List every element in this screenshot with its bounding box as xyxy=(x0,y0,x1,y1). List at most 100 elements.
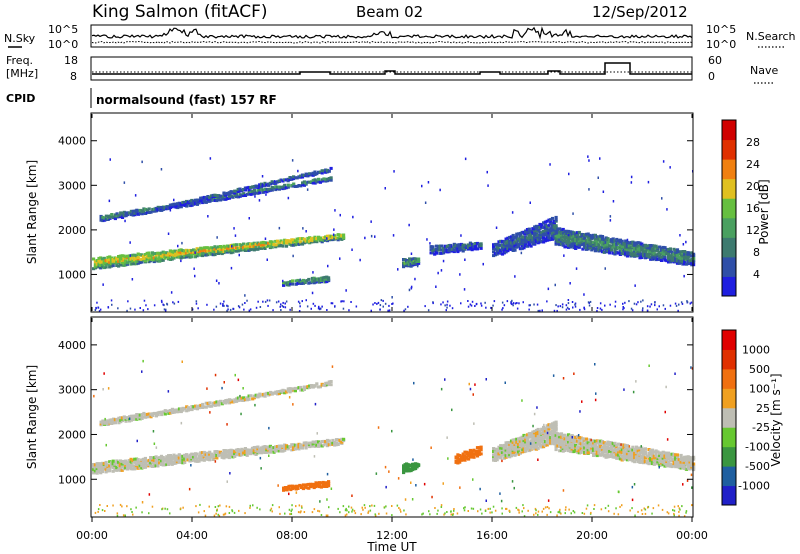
range-cell xyxy=(282,486,286,490)
range-cell xyxy=(606,445,610,449)
range-cell xyxy=(283,448,287,452)
speckle-cell xyxy=(339,213,341,217)
range-cell xyxy=(522,444,526,448)
clutter-cell xyxy=(675,304,678,307)
clutter-cell xyxy=(613,512,615,515)
speckle-cell xyxy=(568,233,570,237)
range-cell xyxy=(554,234,558,238)
range-cell xyxy=(315,440,319,444)
range-cell xyxy=(515,241,519,245)
range-cell xyxy=(247,394,251,398)
clutter-cell xyxy=(633,302,636,305)
range-cell xyxy=(681,262,685,266)
range-cell xyxy=(656,462,660,466)
speckle-cell xyxy=(451,408,453,412)
range-cell xyxy=(149,456,153,459)
range-cell xyxy=(227,401,232,405)
range-cell xyxy=(622,446,626,450)
range-cell xyxy=(640,256,644,259)
clutter-cell xyxy=(490,306,492,309)
range-cell xyxy=(554,436,558,440)
clutter-cell xyxy=(553,309,556,312)
range-cell xyxy=(101,219,105,223)
speckle-cell xyxy=(326,498,328,501)
range-cell xyxy=(153,411,157,415)
range-cell xyxy=(431,251,435,255)
range-cell xyxy=(211,246,215,250)
range-cell xyxy=(686,259,690,263)
range-cell xyxy=(323,481,327,485)
range-cell xyxy=(561,449,565,453)
clutter-cell xyxy=(631,507,633,510)
range-cell xyxy=(184,255,189,259)
range-cell xyxy=(588,242,592,246)
range-cell xyxy=(461,457,465,461)
clutter-cell xyxy=(237,305,240,308)
range-cell xyxy=(161,250,165,254)
range-cell xyxy=(590,242,594,246)
clutter-cell xyxy=(367,510,370,513)
range-cell xyxy=(579,243,583,247)
clutter-cell xyxy=(268,299,271,302)
clutter-cell xyxy=(249,504,251,507)
range-cell xyxy=(247,248,251,252)
range-cell xyxy=(113,256,117,260)
clutter-cell xyxy=(619,505,621,508)
range-cell xyxy=(117,255,121,258)
range-cell xyxy=(267,244,271,247)
range-cell xyxy=(318,441,322,445)
range-cell xyxy=(450,246,455,250)
velocity-panel-frame xyxy=(90,316,694,518)
range-cell xyxy=(609,448,614,451)
range-cell xyxy=(329,176,333,180)
range-cell xyxy=(127,256,131,260)
range-cell xyxy=(679,250,683,254)
range-cell xyxy=(577,445,581,449)
range-cell xyxy=(683,260,687,264)
speckle-cell xyxy=(188,487,191,491)
range-cell xyxy=(527,239,531,243)
range-cell xyxy=(650,249,655,253)
range-cell xyxy=(200,247,205,251)
range-cell xyxy=(563,229,567,233)
range-cell xyxy=(159,251,164,255)
clutter-cell xyxy=(271,510,273,513)
range-cell xyxy=(275,445,280,448)
range-cell xyxy=(606,245,610,249)
speckle-cell xyxy=(326,472,329,476)
range-cell xyxy=(190,255,194,259)
range-cell xyxy=(95,264,99,268)
range-cell xyxy=(615,456,619,460)
range-cell xyxy=(311,440,315,444)
range-cell xyxy=(540,435,544,439)
range-cell xyxy=(533,237,537,241)
range-cell xyxy=(336,233,340,237)
speckle-cell xyxy=(439,188,441,192)
range-cell xyxy=(323,278,327,282)
clutter-cell xyxy=(166,508,169,511)
range-cell xyxy=(115,257,119,260)
range-cell xyxy=(179,410,183,414)
clutter-cell xyxy=(622,302,624,305)
range-cell xyxy=(283,389,287,393)
range-cell xyxy=(250,446,255,450)
range-cell xyxy=(204,249,208,253)
range-cell xyxy=(570,447,574,451)
speckle-cell xyxy=(599,157,601,160)
range-cell xyxy=(549,231,553,235)
range-cell xyxy=(609,441,614,445)
speckle-cell xyxy=(546,431,549,435)
clutter-cell xyxy=(139,307,141,309)
speckle-cell xyxy=(226,480,228,483)
speckle-cell xyxy=(169,209,172,212)
range-cell xyxy=(296,484,300,488)
speckle-cell xyxy=(581,400,583,403)
range-cell xyxy=(167,454,171,458)
range-cell xyxy=(161,258,165,262)
clutter-cell xyxy=(503,304,506,307)
range-cell xyxy=(261,190,265,194)
range-cell xyxy=(158,410,162,414)
range-cell xyxy=(288,387,292,391)
clutter-cell xyxy=(351,510,353,513)
range-cell xyxy=(599,237,603,241)
